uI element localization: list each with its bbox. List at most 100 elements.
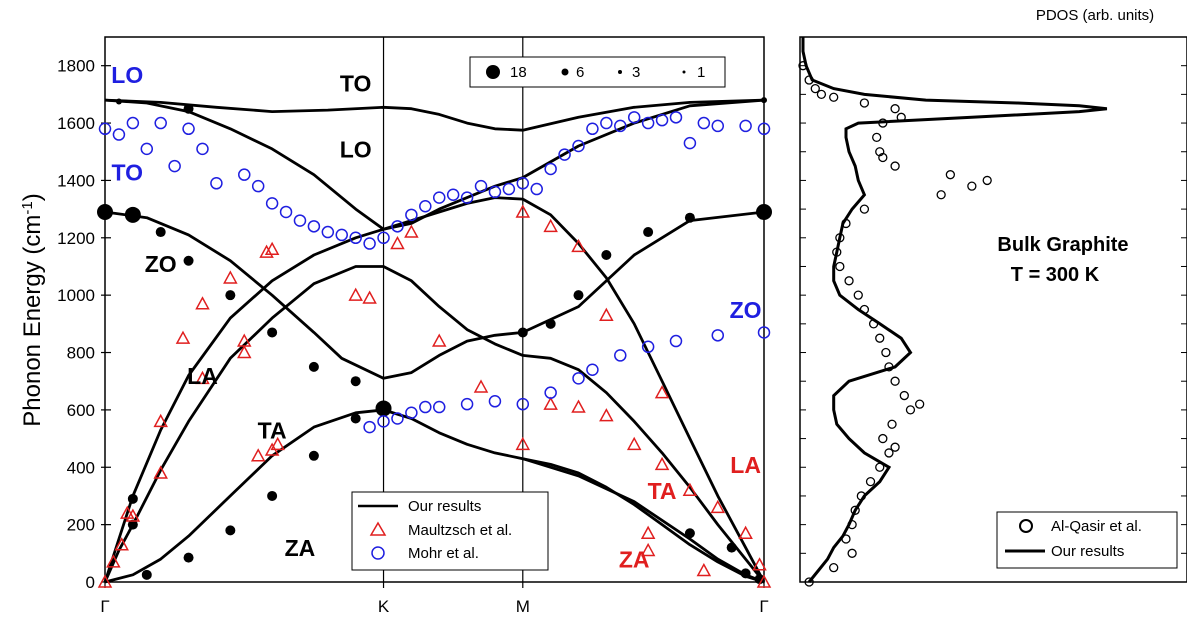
maultzsch-point: [237, 344, 252, 359]
al-qasir-point: [804, 577, 814, 587]
pdos-title: PDOS (arb. units): [1036, 7, 1154, 24]
maultzsch-point: [696, 562, 712, 577]
mohr-point: [474, 179, 488, 193]
maultzsch-point: [682, 482, 698, 496]
branch-labels: LO TO ZO LA TA ZA TO LO ZO LA TA ZA: [111, 62, 761, 573]
al-qasir-point: [899, 390, 909, 401]
dispersion-curve-za: [104, 408, 765, 584]
mohr-point: [251, 179, 265, 193]
y-tick-label: 1400: [57, 171, 95, 190]
maultzsch-point: [125, 508, 141, 522]
weighted-point: [115, 98, 122, 105]
mohr-point: [502, 182, 516, 196]
mohr-point: [391, 412, 404, 425]
dispersion-curve-ta-down: [522, 197, 766, 583]
mohr-point: [544, 386, 557, 399]
y-tick-label: 800: [67, 344, 95, 363]
mohr-point: [349, 231, 362, 245]
mohr-point: [98, 122, 112, 136]
mohr-point: [669, 334, 683, 348]
al-qasir-point: [890, 376, 900, 386]
mohr-point: [488, 185, 502, 199]
weighted-points: [97, 97, 772, 585]
mohr-point: [154, 116, 167, 130]
weighted-point: [643, 227, 654, 238]
maultzsch-point: [571, 399, 586, 413]
mohr-point: [627, 111, 641, 124]
mohr-point: [488, 395, 502, 408]
al-qasir-point: [859, 98, 870, 108]
mohr-point: [757, 122, 771, 136]
maultzsch-point: [153, 465, 168, 479]
mohr-point: [460, 397, 474, 411]
al-qasir-point: [967, 181, 977, 191]
weighted-point: [754, 574, 765, 585]
al-qasir-point: [945, 170, 956, 180]
mohr-point: [558, 148, 571, 161]
branch-label-to: TO: [112, 159, 144, 185]
dispersion-curve-zo-acoustic: [522, 457, 765, 584]
weighted-point: [517, 327, 528, 338]
weighted-point: [573, 290, 584, 301]
maultzsch-point: [264, 241, 280, 256]
maultzsch-point: [543, 396, 558, 410]
weighted-point: [183, 255, 194, 266]
maultzsch-point: [264, 442, 280, 456]
mohr-point: [363, 237, 376, 250]
weighted-point: [124, 206, 141, 223]
al-qasir-point: [853, 290, 863, 300]
al-qasir-point: [875, 147, 885, 157]
maultzsch-point: [599, 408, 614, 422]
dispersion-curve-la-upper: [103, 196, 523, 583]
maultzsch-point: [348, 287, 363, 301]
size-legend-label-6: 6: [576, 64, 584, 81]
maultzsch-point: [515, 436, 531, 451]
pdos-annotation-material: Bulk Graphite: [997, 234, 1128, 256]
mohr-point: [182, 122, 195, 136]
pdos-annotation-temperature: T = 300 K: [1011, 264, 1100, 286]
mohr-point: [516, 177, 530, 190]
mohr-points: [98, 111, 771, 434]
maultzsch-points: [97, 204, 772, 588]
al-qasir-point: [890, 104, 900, 114]
weighted-point: [684, 212, 695, 223]
weighted-point: [308, 361, 319, 372]
y-tick-label: 1800: [57, 57, 95, 76]
mohr-point: [641, 340, 655, 354]
dispersion-curve-la-ta-mid: [103, 265, 524, 583]
pdos-y-ticks: [800, 65, 1187, 583]
size-legend-marker-18: [486, 65, 500, 79]
mohr-point: [460, 191, 474, 204]
pdos-our-results-curve: [801, 37, 1108, 583]
mohr-point: [600, 116, 613, 130]
mohr-point: [112, 128, 126, 141]
maultzsch-point: [599, 307, 614, 321]
maultzsch-point: [259, 244, 274, 258]
al-qasir-point: [915, 399, 925, 409]
mohr-point: [238, 168, 251, 181]
size-legend-marker-6: [561, 68, 569, 76]
weighted-point: [225, 290, 236, 301]
al-qasir-point: [835, 261, 845, 272]
mohr-point: [544, 162, 557, 176]
branch-label-ta: TA: [648, 478, 677, 504]
weighted-point: [267, 327, 278, 338]
maultzsch-point: [752, 557, 767, 571]
branch-label-ta: TA: [258, 418, 287, 444]
size-legend: 18 6 3 1: [469, 56, 726, 88]
mohr-point: [279, 205, 293, 219]
weighted-point: [267, 490, 278, 501]
dispersion-curve-la-down: [522, 354, 766, 583]
mohr-point: [757, 326, 771, 339]
maultzsch-point: [473, 379, 489, 393]
y-tick-label: 1200: [57, 229, 95, 248]
y-axis-ticks: 0 200 400 600 800 1000 1200 1400 1600 1800: [57, 57, 111, 592]
mohr-point: [321, 225, 335, 239]
legend-label-mohr: Mohr et al.: [408, 545, 479, 562]
mohr-point: [655, 113, 669, 127]
al-qasir-point: [890, 161, 900, 171]
al-qasir-point: [881, 347, 891, 358]
al-qasir-points: [798, 61, 992, 587]
kpoint-label: Γ: [100, 597, 109, 616]
weighted-point: [97, 203, 113, 220]
